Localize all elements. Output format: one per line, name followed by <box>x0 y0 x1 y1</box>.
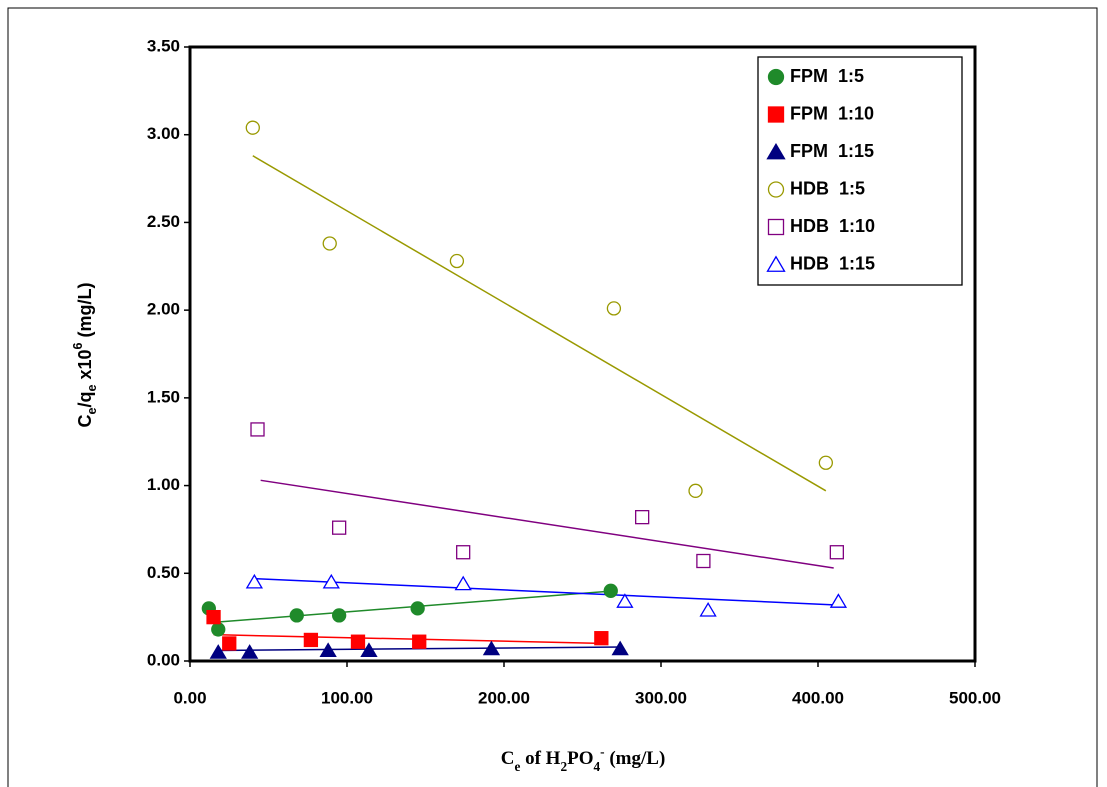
point <box>245 120 260 135</box>
point <box>767 181 785 198</box>
point <box>766 142 786 160</box>
label-part: 4 <box>594 759 601 774</box>
legend-label: HDB 1:5 <box>790 178 865 198</box>
point <box>767 106 785 123</box>
point <box>289 608 304 623</box>
point <box>331 608 347 623</box>
y-tick-label: 0.50 <box>147 563 180 582</box>
point <box>818 455 833 470</box>
label-part: of H <box>520 748 560 769</box>
legend-label: HDB 1:10 <box>790 216 875 236</box>
label-part: (mg/L) <box>75 282 95 342</box>
x-tick-label: 500.00 <box>949 688 1001 707</box>
y-axis-label: Ce/qe x106 (mg/L) <box>71 282 99 427</box>
y-tick-label: 3.50 <box>147 36 180 55</box>
label-part: e <box>85 385 99 392</box>
point <box>611 640 629 656</box>
x-tick-label: 100.00 <box>321 688 373 707</box>
x-tick-label: 200.00 <box>478 688 530 707</box>
point <box>696 553 711 569</box>
point <box>245 573 264 589</box>
label-part: PO <box>567 748 593 769</box>
point <box>250 422 265 437</box>
point <box>829 593 848 608</box>
point <box>829 545 844 560</box>
point <box>699 601 717 617</box>
point <box>360 642 378 657</box>
label-part: C <box>501 748 515 769</box>
point <box>449 253 465 269</box>
point <box>331 520 347 535</box>
point <box>606 301 622 316</box>
legend-label: FPM 1:5 <box>790 66 864 86</box>
point <box>767 218 785 236</box>
point <box>410 601 425 616</box>
label-part: 2 <box>560 759 567 774</box>
trendline <box>252 155 827 492</box>
point <box>412 634 427 649</box>
point <box>456 545 471 560</box>
label-part: /q <box>75 392 95 408</box>
y-tick-label: 1.00 <box>147 475 180 494</box>
label-part: C <box>75 415 95 428</box>
legend-label: FPM 1:10 <box>790 103 874 123</box>
point <box>766 255 786 272</box>
point <box>594 631 609 646</box>
legend-box <box>757 56 963 286</box>
point <box>603 583 618 598</box>
plot-frame <box>188 45 977 663</box>
label-part: x10 <box>75 349 95 384</box>
x-tick-label: 400.00 <box>792 688 844 707</box>
y-tick-label: 0.00 <box>147 650 180 669</box>
outer-frame <box>7 7 1098 787</box>
point <box>616 593 634 608</box>
x-tick-label: 300.00 <box>635 688 687 707</box>
y-tick-label: 2.50 <box>147 212 180 231</box>
point <box>454 575 472 591</box>
y-tick-label: 3.00 <box>147 124 180 143</box>
label-part: (mg/L) <box>605 748 666 769</box>
trendline <box>260 479 834 569</box>
legend-label: FPM 1:15 <box>790 141 874 161</box>
point <box>319 642 337 657</box>
trendline <box>252 577 834 606</box>
x-tick-label: 0.00 <box>173 688 206 707</box>
label-part: e <box>85 408 99 415</box>
label-part: 6 <box>71 342 85 349</box>
point <box>482 640 501 656</box>
point <box>767 68 785 86</box>
point <box>322 573 340 589</box>
point <box>688 483 703 498</box>
trendline <box>213 633 607 645</box>
point <box>350 634 366 649</box>
point <box>322 236 337 251</box>
point <box>303 632 319 648</box>
x-axis-label: Ce of H2PO4- (mg/L) <box>501 744 666 774</box>
label-part: - <box>600 744 604 759</box>
legend-label: HDB 1:15 <box>790 253 875 273</box>
point <box>206 609 221 625</box>
point <box>222 636 237 651</box>
point <box>211 622 226 637</box>
label-part: e <box>514 759 520 774</box>
point <box>241 644 259 659</box>
y-tick-label: 2.00 <box>147 300 180 319</box>
point <box>209 644 227 659</box>
point <box>635 509 650 525</box>
y-tick-label: 1.50 <box>147 387 180 406</box>
